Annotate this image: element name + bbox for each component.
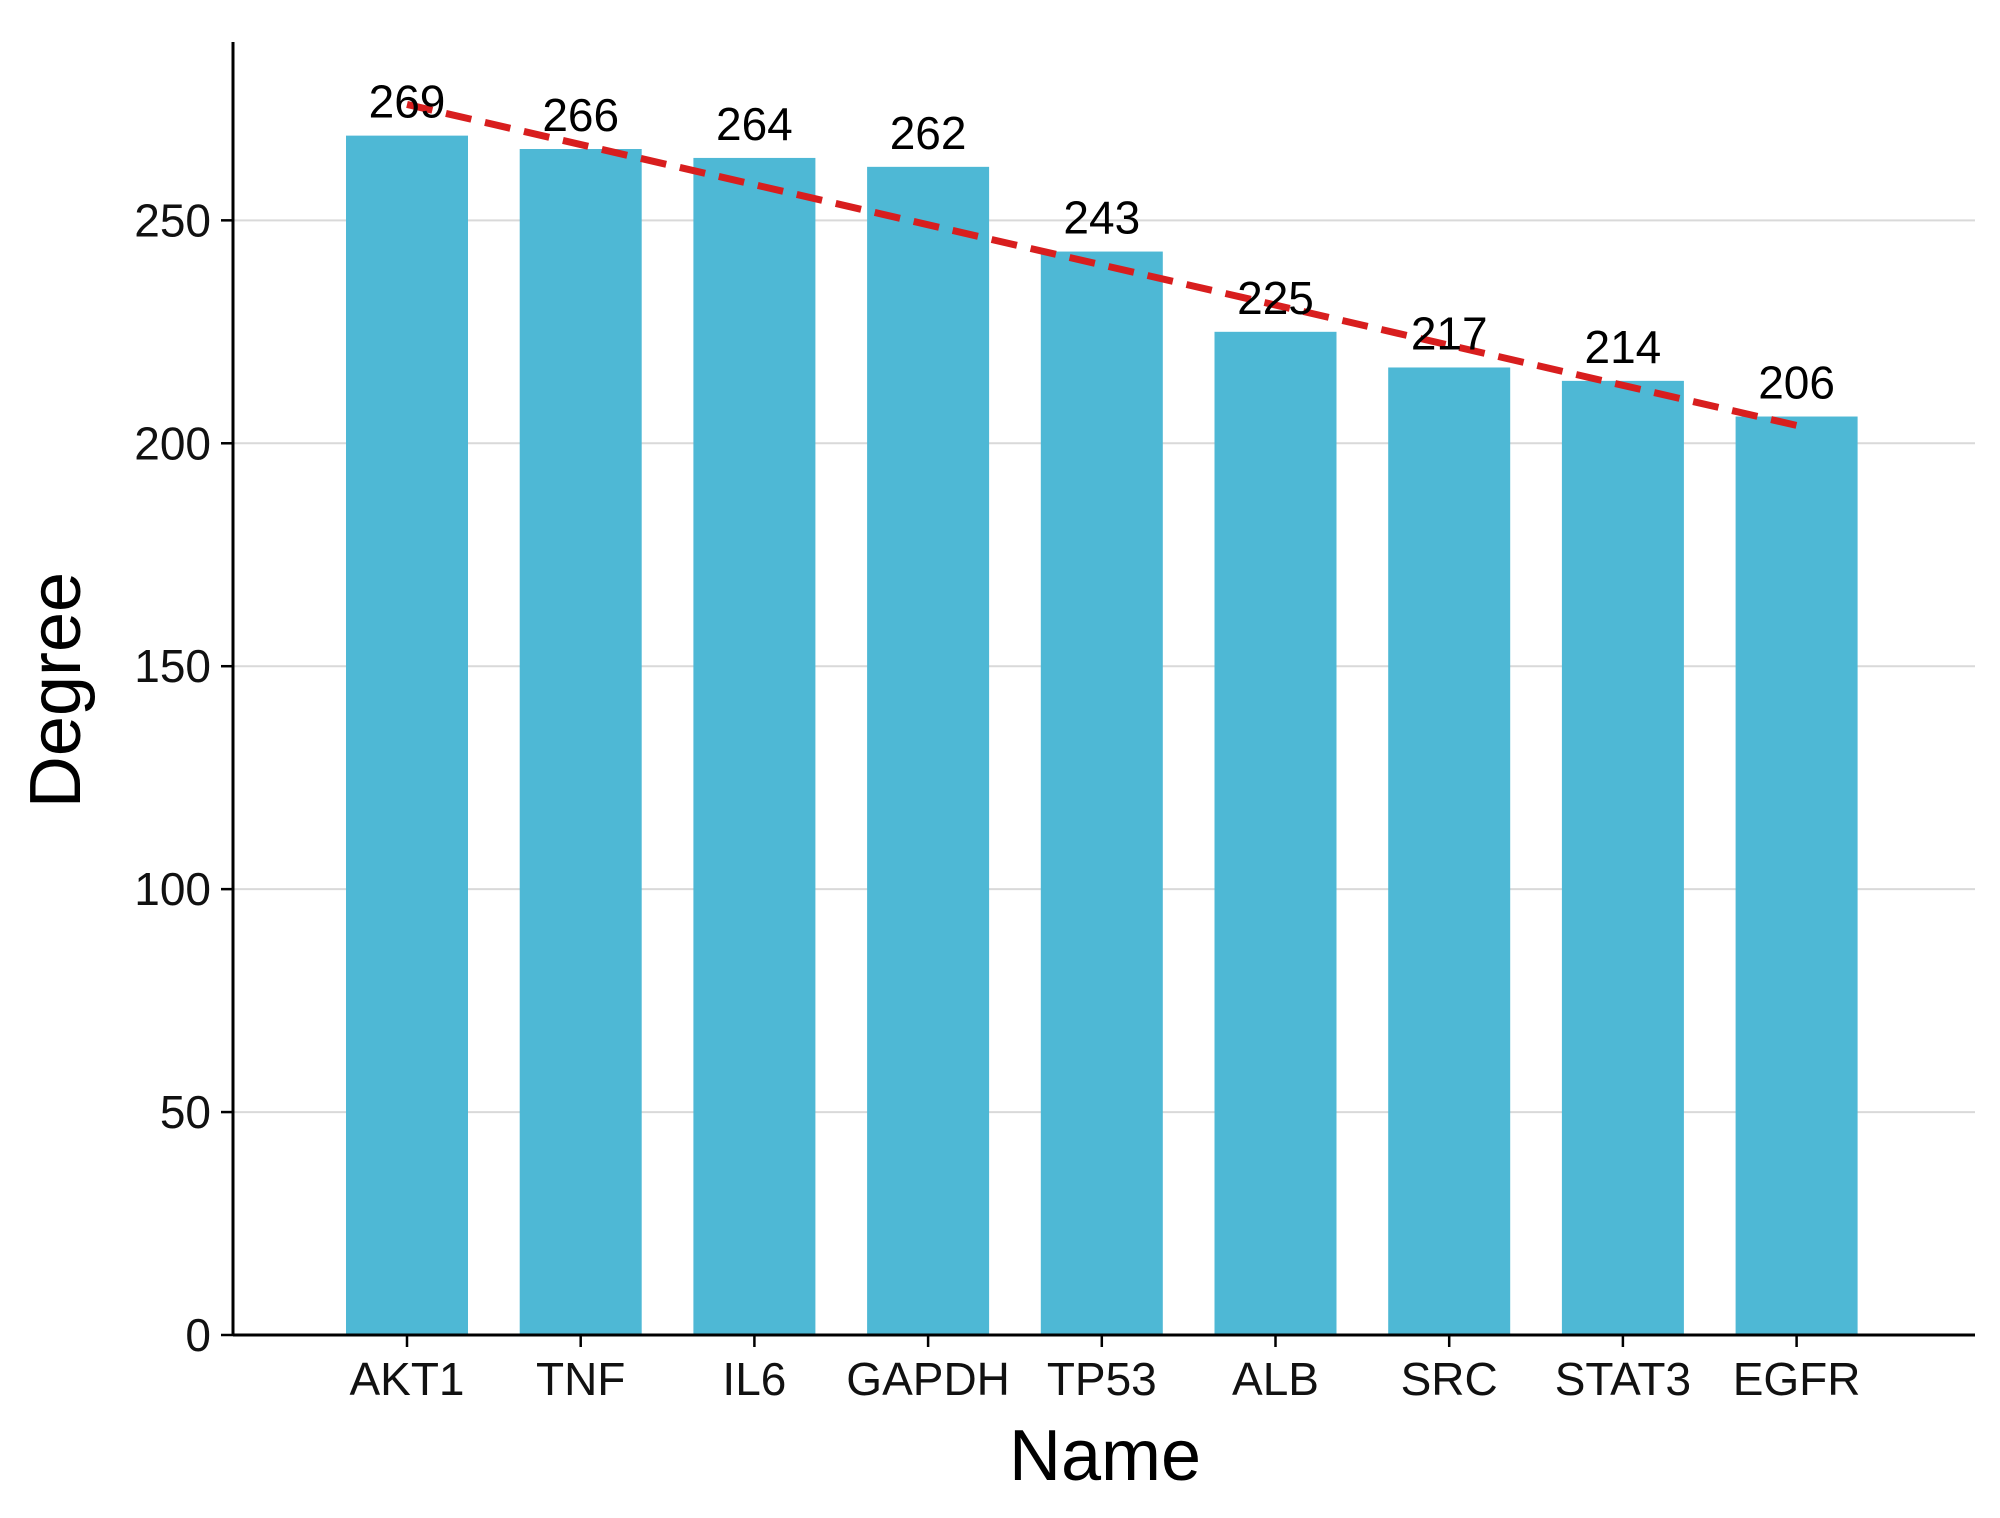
data-labels: 269 266 264 262 243 225 217 214 206 <box>369 76 1835 409</box>
y-axis-title: Degree <box>16 572 96 808</box>
data-label: 214 <box>1585 321 1662 373</box>
y-tick-label: 100 <box>134 863 211 915</box>
bar-tp53 <box>1040 251 1163 1335</box>
data-label: 266 <box>542 89 619 141</box>
bars <box>346 135 1858 1336</box>
data-label: 264 <box>716 98 793 150</box>
x-tick-label: EGFR <box>1733 1353 1861 1405</box>
data-label: 206 <box>1758 357 1835 409</box>
bar-il6 <box>693 157 816 1336</box>
x-tick-label: AKT1 <box>349 1353 464 1405</box>
bar-gapdh <box>867 166 990 1335</box>
axes: 0 50 100 150 200 250 AKT1 TNF IL6 GAPDH TP53 ALB SRC… <box>134 42 1975 1405</box>
x-tick-label: STAT3 <box>1555 1353 1691 1405</box>
data-label: 225 <box>1237 272 1314 324</box>
y-tick-label: 50 <box>160 1086 211 1138</box>
x-tick-label: IL6 <box>722 1353 786 1405</box>
data-label: 269 <box>369 76 446 128</box>
x-tick-label: SRC <box>1401 1353 1498 1405</box>
bar-stat3 <box>1561 380 1684 1335</box>
y-tick-label: 250 <box>134 194 211 246</box>
bar-alb <box>1214 331 1337 1336</box>
data-label: 262 <box>890 107 967 159</box>
y-tick-label: 0 <box>185 1309 211 1361</box>
bar-tnf <box>519 149 642 1336</box>
x-axis-title: Name <box>1009 1416 1201 1496</box>
x-tick-label: GAPDH <box>846 1353 1010 1405</box>
bar-src <box>1388 367 1511 1335</box>
data-label: 217 <box>1411 307 1488 359</box>
y-tick-label: 150 <box>134 640 211 692</box>
x-tick-label: TNF <box>536 1353 625 1405</box>
bar-akt1 <box>346 135 468 1336</box>
y-tick-label: 200 <box>134 417 211 469</box>
bar-egfr <box>1735 416 1858 1335</box>
data-label: 243 <box>1063 192 1140 244</box>
x-tick-label: TP53 <box>1047 1353 1157 1405</box>
x-tick-label: ALB <box>1232 1353 1319 1405</box>
